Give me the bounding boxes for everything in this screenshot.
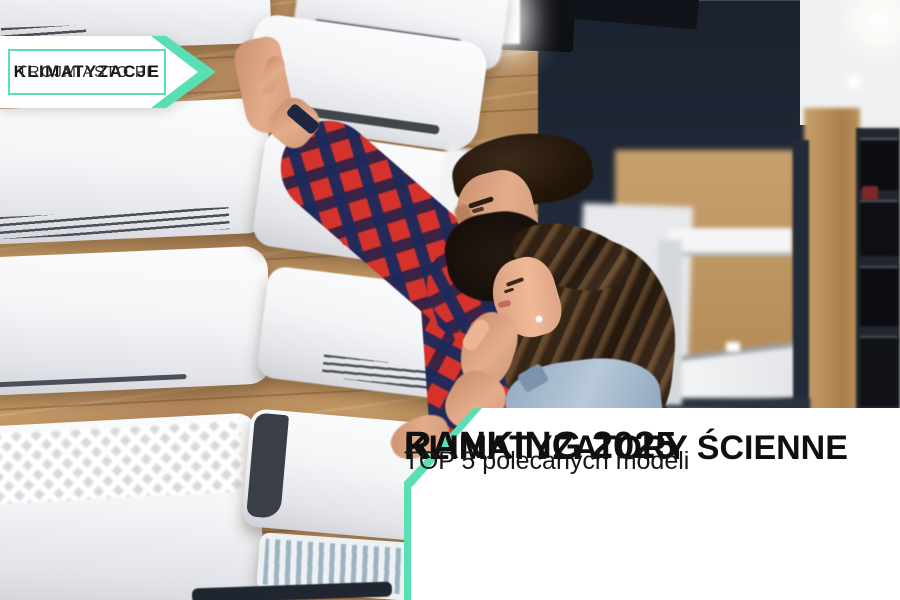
panel-background <box>411 408 900 600</box>
headline-line1: RANKING 2025 <box>404 425 677 467</box>
counter-shadow <box>640 398 810 410</box>
ceiling-light-small <box>850 78 858 86</box>
ac-vent-slot <box>0 374 187 389</box>
ac-mesh-grille <box>0 421 245 506</box>
ac-unit <box>0 245 273 397</box>
brand-logo: KLIMATYZACJE TROJMIASTO.PL <box>0 36 220 108</box>
ac-unit <box>0 412 266 600</box>
wood-column-right <box>804 108 860 438</box>
red-item-on-shelf <box>862 186 878 200</box>
counter-knob <box>726 342 740 352</box>
appliance-box <box>860 336 898 406</box>
ceiling-light-right <box>862 4 896 38</box>
white-shelf-bg <box>668 228 792 256</box>
ac-dark-side-panel <box>246 412 290 520</box>
appliance-box <box>860 138 898 190</box>
dark-pillar-bg <box>793 140 809 410</box>
woman-earring <box>536 316 542 322</box>
appliance-box <box>860 266 898 326</box>
logo-line1: KLIMATYZACJE <box>13 62 161 81</box>
logo-line2: TROJMIASTO.PL <box>17 63 157 81</box>
headline-subtitle: TOP 5 polecanych modeli <box>404 447 690 475</box>
appliance-box <box>860 200 898 256</box>
headline-text-block: RANKING 2025 KLIMATYZATORY ŚCIENNE TOP 5… <box>404 408 900 475</box>
headline-panel: RANKING 2025 KLIMATYZATORY ŚCIENNE TOP 5… <box>404 398 900 600</box>
headline-line2: KLIMATYZATORY ŚCIENNE <box>404 429 848 467</box>
ac-unit <box>0 97 273 246</box>
ac-vent-grille <box>0 207 230 240</box>
logo-text-frame: KLIMATYZACJE TROJMIASTO.PL <box>8 49 166 95</box>
